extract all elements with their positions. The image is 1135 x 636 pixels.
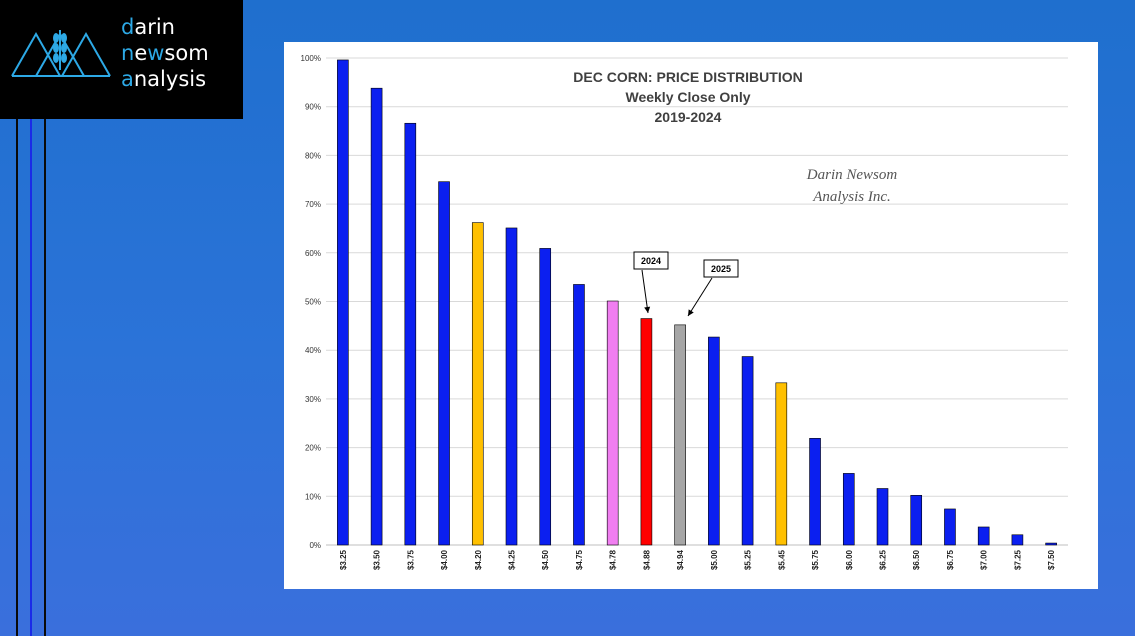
bar-4-88 xyxy=(640,318,653,546)
callout-arrow-line xyxy=(641,269,649,314)
y-tick-label: 60% xyxy=(305,249,321,258)
y-axis-ticks: 0% 10% 20% 30% 40% 50% 60% 70% 80% 90% 100% xyxy=(301,54,321,550)
y-tick-label: 10% xyxy=(305,492,321,501)
x-tick-label: $6.75 xyxy=(946,549,955,570)
decor-line-1 xyxy=(16,119,18,636)
y-tick-label: 20% xyxy=(305,444,321,453)
x-tick-label: $5.45 xyxy=(777,549,786,570)
bar-6-00 xyxy=(842,473,855,546)
x-tick-label: $7.00 xyxy=(980,549,989,570)
callout-arrow-head xyxy=(688,309,694,316)
y-tick-label: 90% xyxy=(305,103,321,112)
x-tick-label: $5.25 xyxy=(744,549,753,570)
x-axis-ticks: $3.25 $3.50 $3.75 $4.00 $4.20 $4.25 $4.50 $4.75… xyxy=(339,549,1056,570)
x-tick-label: $4.50 xyxy=(541,549,550,570)
decor-line-2 xyxy=(30,119,32,636)
bar-6-50 xyxy=(910,495,923,546)
bar-5-25 xyxy=(741,356,754,546)
y-tick-label: 30% xyxy=(305,395,321,404)
callout-label: 2025 xyxy=(711,264,731,274)
x-tick-label: $4.78 xyxy=(609,549,618,570)
y-tick-label: 80% xyxy=(305,151,321,160)
x-tick-label: $6.00 xyxy=(845,549,854,570)
y-tick-label: 70% xyxy=(305,200,321,209)
y-tick-label: 50% xyxy=(305,298,321,307)
callout-2025: 2025 xyxy=(687,259,739,317)
x-tick-label: $6.50 xyxy=(912,549,921,570)
bar-5-75 xyxy=(809,438,821,546)
x-tick-label: $3.50 xyxy=(373,549,382,570)
y-tick-label: 40% xyxy=(305,346,321,355)
bar-4-50 xyxy=(539,248,552,546)
callout-arrow-head xyxy=(644,306,651,313)
x-tick-label: $7.50 xyxy=(1047,549,1056,570)
bar-4-78 xyxy=(606,300,619,546)
watermark-line1: Darin Newsom xyxy=(806,167,898,183)
x-tick-label: $4.20 xyxy=(474,549,483,570)
callout-arrow-line xyxy=(687,277,713,317)
x-tick-label: $4.75 xyxy=(575,549,584,570)
decor-line-3 xyxy=(44,119,46,636)
bars xyxy=(337,59,1057,546)
bar-6-25 xyxy=(876,488,889,546)
bar-4-20 xyxy=(471,222,484,546)
logo-line-analysis: analysis xyxy=(121,67,207,91)
bar-3-50 xyxy=(370,87,383,546)
chart-years: 2019-2024 xyxy=(655,109,722,125)
bar-4-00 xyxy=(438,181,450,546)
chart-title: DEC CORN: PRICE DISTRIBUTION xyxy=(573,69,802,85)
logo-line-newsom: newsom xyxy=(121,41,209,65)
bar-3-75 xyxy=(404,122,417,546)
bar-4-75 xyxy=(573,284,585,546)
bar-5-00 xyxy=(708,336,720,546)
y-tick-label: 100% xyxy=(301,54,321,63)
callout-label: 2024 xyxy=(641,256,661,266)
bar-4-94 xyxy=(674,324,686,546)
bar-5-45 xyxy=(775,382,788,546)
logo-panel: darin newsom analysis xyxy=(0,0,243,119)
bar-7-00 xyxy=(977,526,990,546)
mountains-wheat-icon xyxy=(11,30,111,77)
bar-4-25 xyxy=(505,227,518,546)
x-tick-label: $4.88 xyxy=(642,549,651,570)
x-tick-label: $6.25 xyxy=(879,549,888,570)
x-tick-label: $5.00 xyxy=(710,549,719,570)
bar-7-25 xyxy=(1011,534,1024,546)
callouts: 2024 2025 xyxy=(633,251,739,317)
watermark-line2: Analysis Inc. xyxy=(812,189,890,205)
callout-box xyxy=(703,259,739,278)
x-tick-label: $4.94 xyxy=(676,549,685,570)
logo-wordmark: darin newsom analysis xyxy=(121,14,209,92)
callout-box xyxy=(633,251,669,270)
bar-3-25 xyxy=(337,59,349,546)
chart-card: 0% 10% 20% 30% 40% 50% 60% 70% 80% 90% 100% $3.25 $… xyxy=(284,42,1098,589)
x-tick-label: $3.75 xyxy=(406,549,415,570)
price-distribution-chart: 0%10%20%30%40%50%60%70%80%90%100% $3.25 $… xyxy=(301,54,1068,570)
y-tick-label: 0% xyxy=(309,541,321,550)
x-tick-label: $7.25 xyxy=(1013,549,1022,570)
bar-6-75 xyxy=(944,508,956,546)
x-tick-label: $4.00 xyxy=(440,549,449,570)
logo-line-darin: darin xyxy=(121,15,175,39)
x-tick-label: $4.25 xyxy=(508,549,517,570)
x-tick-label: $3.25 xyxy=(339,549,348,570)
chart-subtitle: Weekly Close Only xyxy=(625,89,750,105)
x-tick-label: $5.75 xyxy=(811,549,820,570)
callout-2024: 2024 xyxy=(633,251,669,314)
bar-7-50 xyxy=(1045,542,1057,546)
